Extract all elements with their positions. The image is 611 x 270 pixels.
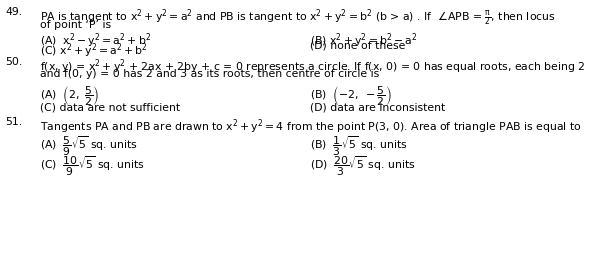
Text: (B) $x^2 + y^2 = b^2 - a^2$: (B) $x^2 + y^2 = b^2 - a^2$ (310, 31, 418, 50)
Text: (B)  $\dfrac{1}{3}\sqrt{5}$ sq. units: (B) $\dfrac{1}{3}\sqrt{5}$ sq. units (310, 135, 408, 158)
Text: (C) $x^2 + y^2 = a^2 + b^2$: (C) $x^2 + y^2 = a^2 + b^2$ (40, 41, 148, 60)
Text: 49.: 49. (5, 7, 22, 17)
Text: (D) none of these: (D) none of these (310, 41, 405, 51)
Text: (B)  $\left(-2,\ -\dfrac{5}{2}\right)$: (B) $\left(-2,\ -\dfrac{5}{2}\right)$ (310, 85, 392, 108)
Text: 51.: 51. (5, 117, 22, 127)
Text: Tangents PA and PB are drawn to $x^2+y^2=4$ from the point P(3, 0). Area of tria: Tangents PA and PB are drawn to $x^2+y^2… (40, 117, 582, 136)
Text: (A)  $\dfrac{5}{9}\sqrt{5}$ sq. units: (A) $\dfrac{5}{9}\sqrt{5}$ sq. units (40, 135, 138, 158)
Text: (D)  $\dfrac{20}{3}\sqrt{5}$ sq. units: (D) $\dfrac{20}{3}\sqrt{5}$ sq. units (310, 155, 415, 178)
Text: 50.: 50. (5, 57, 22, 67)
Text: (C)  $\dfrac{10}{9}\sqrt{5}$ sq. units: (C) $\dfrac{10}{9}\sqrt{5}$ sq. units (40, 155, 145, 178)
Text: (D) data are inconsistent: (D) data are inconsistent (310, 103, 445, 113)
Text: and f(0, y) = 0 has 2 and 3 as its roots, then centre of circle is: and f(0, y) = 0 has 2 and 3 as its roots… (40, 69, 379, 79)
Text: (A)  $x^2 - y^2 = a^2 + b^2$: (A) $x^2 - y^2 = a^2 + b^2$ (40, 31, 151, 50)
Text: PA is tangent to $x^2 + y^2 = a^2$ and PB is tangent to $x^2 + y^2 = b^2$ (b > a: PA is tangent to $x^2 + y^2 = a^2$ and P… (40, 7, 555, 28)
Text: (A)  $\left(2,\ \dfrac{5}{2}\right)$: (A) $\left(2,\ \dfrac{5}{2}\right)$ (40, 85, 99, 108)
Text: (C) data are not sufficient: (C) data are not sufficient (40, 103, 180, 113)
Text: f(x, y) = $x^2 + y^2$ + 2ax + 2by + c = 0 represents a circle. If f(x, 0) = 0 ha: f(x, y) = $x^2 + y^2$ + 2ax + 2by + c = … (40, 57, 585, 76)
Text: of point ‘P’ is: of point ‘P’ is (40, 20, 111, 30)
